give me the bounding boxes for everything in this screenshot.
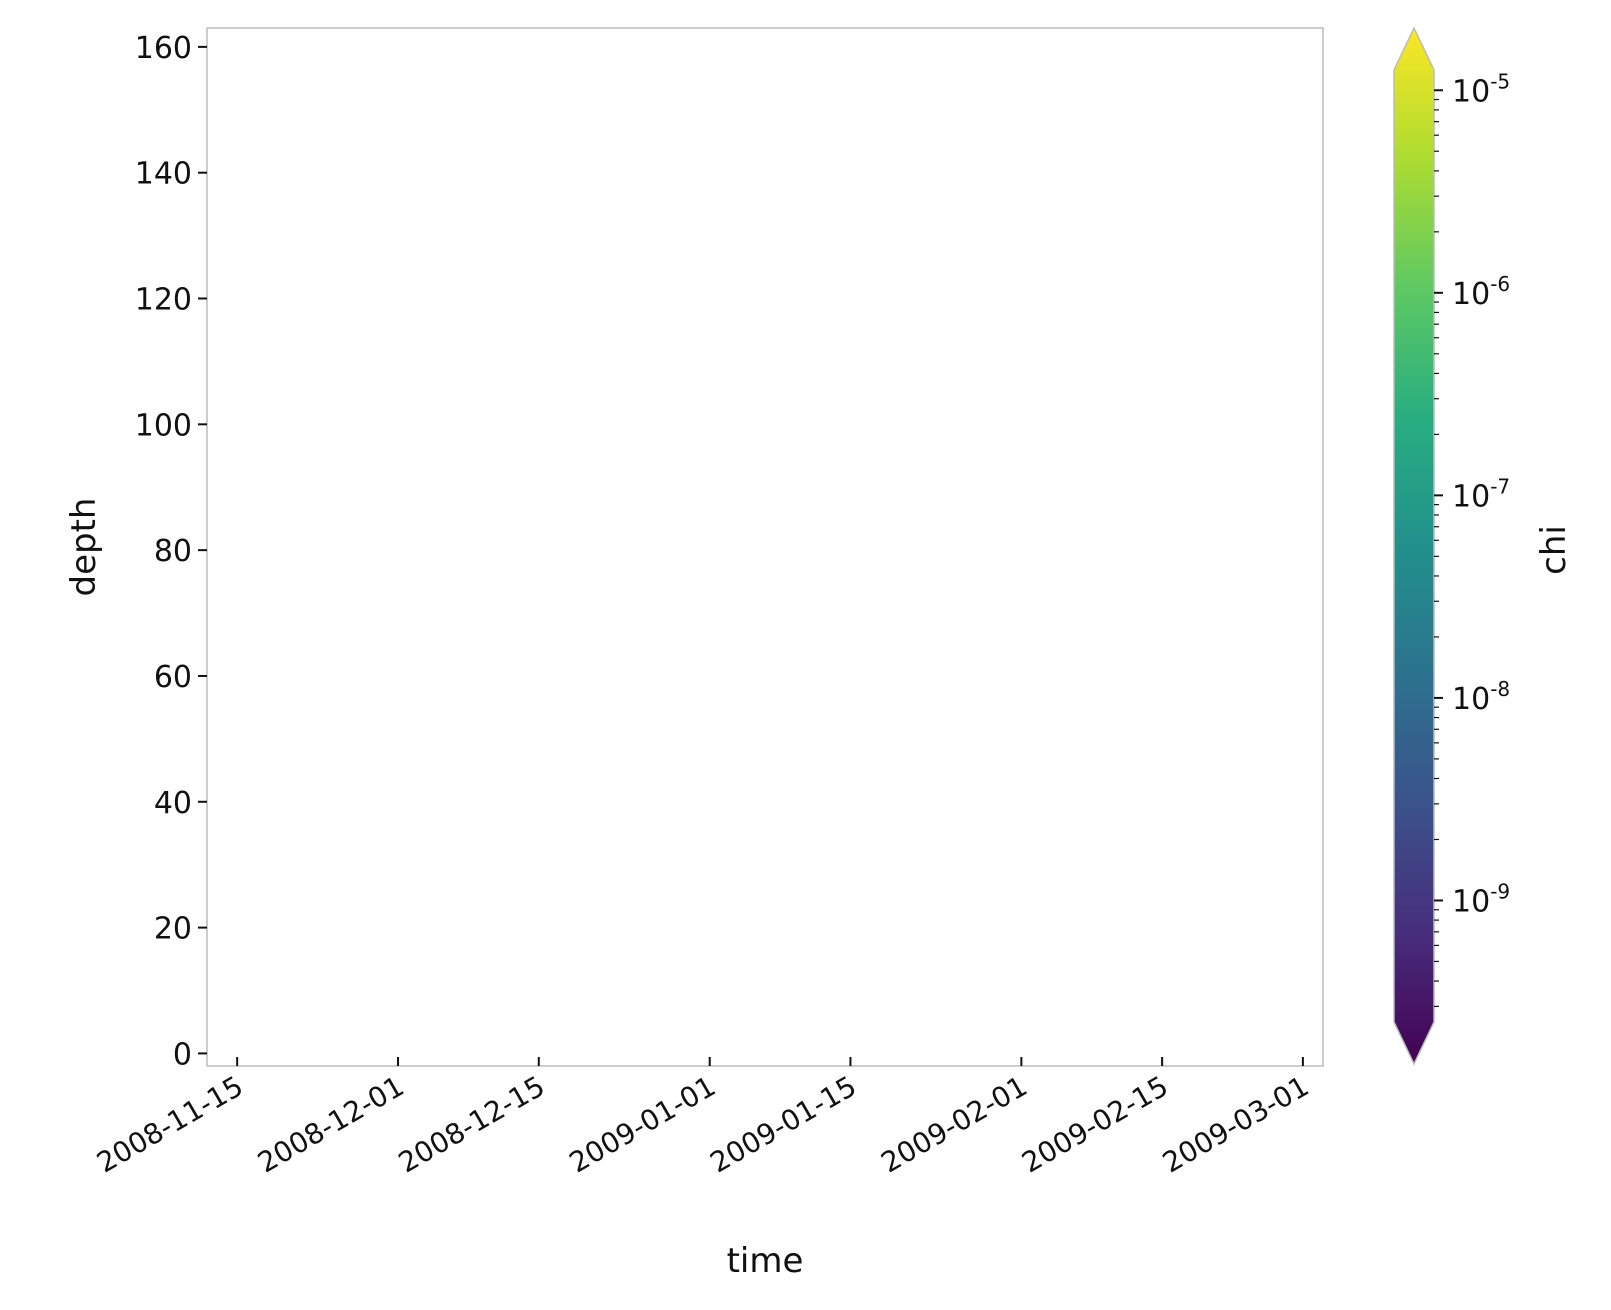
y-tick-label: 120 [135, 283, 192, 318]
colorbar-tick-label: 10-8 [1452, 677, 1510, 717]
colorbar-tick-exponent: -6 [1490, 272, 1510, 296]
colorbar-tick-label: 10-6 [1452, 272, 1510, 312]
y-tick-label: 0 [173, 1037, 192, 1072]
y-axis: 0 20 40 60 80 100 120 140 160 [135, 31, 207, 1072]
x-tick-label: 2009-02-01 [875, 1069, 1032, 1179]
y-tick-label: 60 [154, 660, 192, 695]
colorbar-label: chi [1534, 525, 1574, 575]
colorbar-tick-base: 10 [1452, 277, 1490, 312]
x-tick-label: 2009-02-15 [1016, 1069, 1173, 1179]
x-tick-label: 2009-03-01 [1157, 1069, 1314, 1179]
x-tick-label: 2008-12-01 [252, 1069, 409, 1179]
colorbar-tick-label: 10-9 [1452, 879, 1510, 919]
colorbar-tick-exponent: -8 [1490, 677, 1510, 701]
colorbar-gradient [1393, 26, 1435, 1066]
x-axis-label: time [727, 1241, 804, 1281]
x-tick-label: 2009-01-15 [705, 1069, 862, 1179]
y-axis-label: depth [64, 498, 104, 597]
y-tick-label: 80 [154, 534, 192, 569]
y-tick-label: 40 [154, 786, 192, 821]
colorbar-tick-label: 10-7 [1452, 474, 1510, 514]
colorbar-ticks: 10-910-810-710-610-5 [1434, 69, 1510, 1007]
colorbar-tick-base: 10 [1452, 74, 1490, 109]
plot-frame [206, 27, 1324, 1067]
y-tick-label: 100 [135, 408, 192, 443]
y-tick-label: 140 [135, 157, 192, 192]
colorbar-tick-base: 10 [1452, 682, 1490, 717]
colorbar: 10-910-810-710-610-5 chi [1393, 26, 1574, 1066]
x-tick-label: 2008-11-15 [91, 1069, 248, 1179]
y-tick-label: 160 [135, 31, 192, 66]
colorbar-tick-exponent: -5 [1490, 69, 1510, 93]
colorbar-tick-exponent: -9 [1490, 879, 1510, 903]
colorbar-tick-base: 10 [1452, 479, 1490, 514]
x-tick-label: 2008-12-15 [393, 1069, 550, 1179]
x-tick-label: 2009-01-01 [564, 1069, 721, 1179]
colorbar-tick-label: 10-5 [1452, 69, 1510, 109]
colorbar-tick-base: 10 [1452, 884, 1490, 919]
y-tick-label: 20 [154, 912, 192, 947]
colorbar-tick-exponent: -7 [1490, 474, 1510, 498]
